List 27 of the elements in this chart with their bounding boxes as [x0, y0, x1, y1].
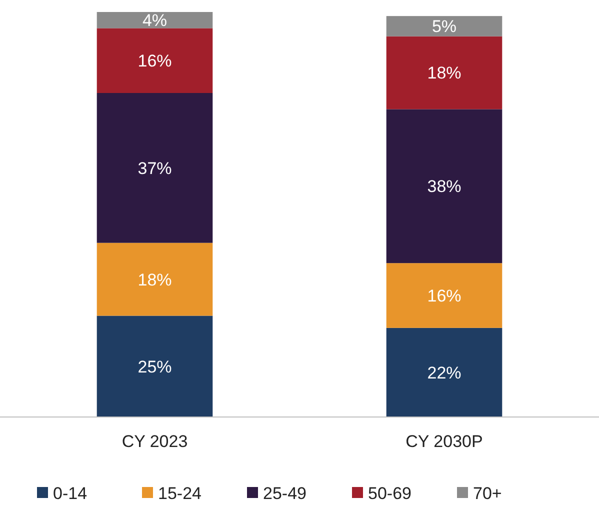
legend-label: 15-24	[158, 484, 202, 503]
bar	[386, 328, 502, 417]
bar	[96, 242, 213, 316]
data-label: 5%	[432, 17, 457, 36]
bar	[386, 16, 502, 36]
x-tick-label: CY 2030P	[406, 432, 483, 451]
legend-label: 0-14	[53, 484, 88, 503]
data-label: 16%	[427, 286, 462, 306]
data-label: 16%	[138, 52, 172, 71]
data-label: 37%	[138, 158, 172, 178]
legend-label: 25-49	[263, 484, 306, 503]
data-label: 4%	[142, 11, 168, 30]
bar	[96, 93, 213, 243]
x-tick-label: CY 2023	[122, 432, 188, 451]
data-label: 18%	[138, 270, 172, 290]
data-label: 22%	[427, 363, 462, 382]
bar	[386, 263, 502, 328]
legend-label: 50-69	[368, 484, 412, 503]
bar	[96, 28, 213, 93]
data-label: 25%	[138, 357, 172, 376]
bar	[96, 12, 213, 28]
bar	[386, 109, 502, 264]
bar	[386, 36, 502, 110]
legend-label: 70+	[473, 484, 502, 503]
data-label: 38%	[427, 177, 462, 196]
data-label: 18%	[427, 64, 462, 83]
bar	[96, 316, 213, 417]
